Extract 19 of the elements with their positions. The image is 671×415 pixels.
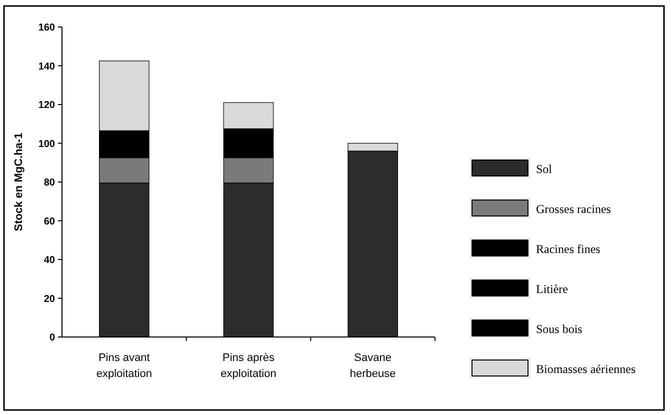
y-tick-label: 100 — [38, 138, 56, 150]
y-tick-label: 120 — [38, 100, 56, 111]
y-tick-label: 60 — [44, 216, 56, 228]
y-tick-label: 20 — [44, 294, 56, 305]
legend-label: Sol — [536, 162, 553, 176]
legend-label: Sous bois — [536, 322, 583, 336]
y-tick-label: 80 — [44, 178, 56, 188]
legend-label: Biomasses aériennes — [536, 362, 636, 376]
y-tick-label: 0 — [49, 332, 56, 344]
y-tick-label: 40 — [44, 255, 56, 266]
x-tick-label: Savane herbeuse — [350, 352, 396, 380]
legend-label: Grosses racines — [536, 202, 612, 216]
legend-label: Racines fines — [536, 242, 601, 256]
y-axis-title: Stock en MgC.ha-1 — [13, 132, 25, 232]
x-tick-label: Pins après exploitation — [220, 352, 276, 380]
x-tick-label: Pins avant exploitation — [96, 352, 152, 380]
legend-label: Litière — [536, 282, 568, 296]
y-tick-label: 140 — [38, 61, 56, 72]
y-tick-label: 160 — [38, 22, 56, 34]
